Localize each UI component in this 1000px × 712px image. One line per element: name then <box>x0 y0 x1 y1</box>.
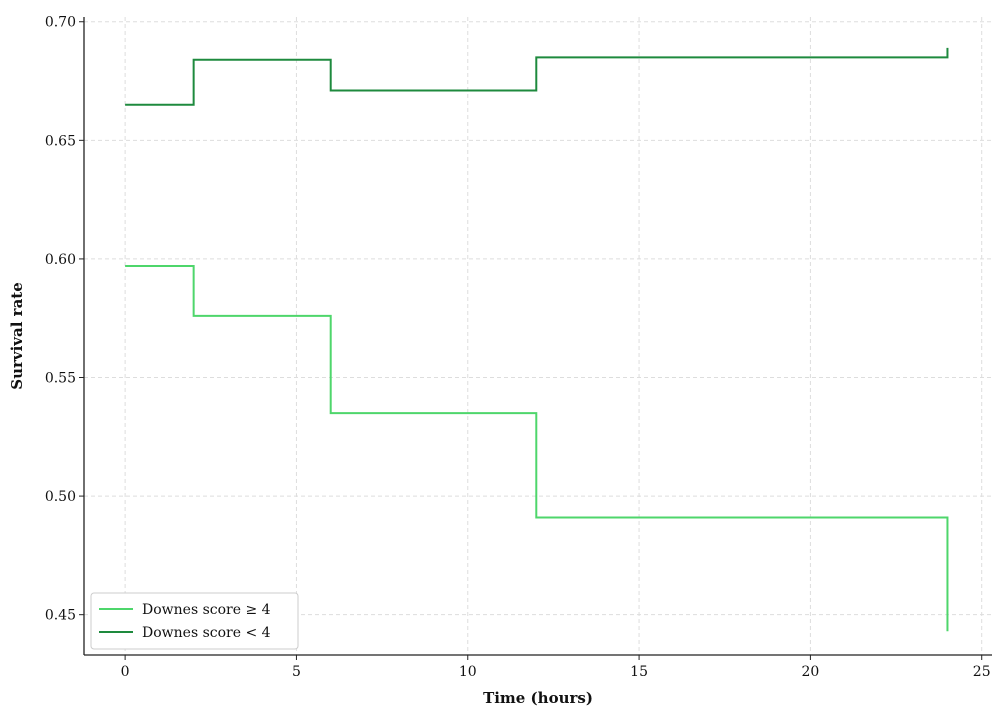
legend-label-low-score: Downes score < 4 <box>142 625 271 641</box>
x-tick-label: 10 <box>459 664 477 680</box>
x-tick-label: 15 <box>630 664 648 680</box>
series-line-1 <box>125 47 949 106</box>
y-tick-label: 0.50 <box>45 489 76 505</box>
legend-label-high-score: Downes score ≥ 4 <box>142 602 271 618</box>
x-tick-label: 25 <box>973 664 991 680</box>
x-axis-title: Time (hours) <box>483 689 593 707</box>
series-lines <box>125 47 949 632</box>
legend-box <box>90 592 299 650</box>
y-tick-label: 0.60 <box>45 252 76 268</box>
ticks: 0 5 10 15 20 25 0.45 0.50 0.55 0.60 0.65 0.70 <box>45 15 991 680</box>
x-tick-label: 5 <box>292 664 301 680</box>
x-tick-label: 20 <box>801 664 819 680</box>
y-tick-label: 0.45 <box>45 608 76 624</box>
x-tick-label: 0 <box>121 664 130 680</box>
y-tick-label: 0.65 <box>45 133 76 149</box>
y-tick-label: 0.70 <box>45 15 76 31</box>
legend: Downes score ≥ 4 Downes score < 4 <box>90 592 299 650</box>
grid <box>84 17 992 655</box>
y-tick-label: 0.55 <box>45 371 76 387</box>
series-line-0 <box>125 265 949 632</box>
y-axis-title: Survival rate <box>8 282 26 390</box>
